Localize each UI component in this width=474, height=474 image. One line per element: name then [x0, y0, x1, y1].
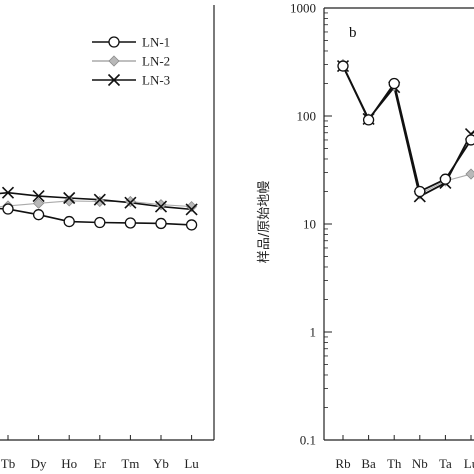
legend-swatch-marker-ln-3-stroke-b	[107, 73, 121, 87]
panel-a-point-ln-1	[32, 209, 45, 221]
panel-a-point-ln-2	[33, 197, 45, 209]
legend-label-ln-3: LN-3	[142, 73, 170, 88]
legend-swatch-marker-ln-2	[108, 55, 120, 67]
panel-b-series-line-ln-3	[342, 65, 474, 198]
panel-b-y-tick-label: 10	[303, 217, 316, 232]
panel-a-point-ln-2	[124, 195, 136, 208]
panel-b-x-tick-label: Ta	[439, 456, 452, 471]
panel-a-point-ln-2	[94, 195, 106, 208]
panel-a-x-tick-label: Dy	[31, 456, 47, 471]
panel-b-point-ln-1	[439, 173, 452, 185]
panel-b-x-tick-label: Th	[387, 456, 402, 471]
panel-b-y-tick-label: 1	[310, 325, 317, 340]
panel-a-point-ln-3	[185, 203, 198, 216]
panel-a-point-ln-3-stroke-b	[63, 191, 76, 205]
panel-a-x-tick-label: Er	[94, 456, 107, 471]
panel-b-y-tick-label: 100	[297, 109, 317, 124]
panel-b-y-tick-label: 1000	[290, 1, 316, 16]
panel-b-x-tick-label: Nb	[412, 456, 428, 471]
panel-b-point-ln-1	[337, 60, 349, 72]
panel-a-x-tick-label: Yb	[153, 456, 169, 471]
panel-a-point-ln-2	[63, 195, 75, 207]
panel-a-x-tick-label: Ho	[61, 456, 77, 471]
panel-b-series-line-ln-1	[342, 65, 474, 193]
panel-a-point-ln-1	[94, 216, 106, 229]
panel-b-x-tick-label: Ba	[361, 456, 376, 471]
panel-b-point-ln-1	[388, 77, 400, 90]
legend-label-ln-1: LN-1	[142, 35, 170, 50]
legend-swatch-marker-ln-1	[108, 36, 120, 48]
panel-a-point-ln-3	[93, 193, 106, 206]
panel-a-point-ln-1	[155, 217, 167, 230]
panel-a: Tb Dy Ho Er Tm Yb Lu LN-1 LN-2 LN-3	[0, 5, 215, 471]
panel-a-x-tick-label: Lu	[184, 456, 199, 471]
legend-swatch-marker-ln-3	[107, 73, 121, 87]
panel-a-point-ln-3	[63, 191, 76, 205]
legend: LN-1 LN-2 LN-3	[92, 35, 170, 88]
panel-b-x-tick-label: Rb	[335, 456, 350, 471]
panel-letter-b: b	[349, 25, 357, 41]
panel-b-point-ln-1	[362, 114, 375, 126]
panel-a-point-ln-3-stroke-b	[1, 186, 15, 199]
panel-a-point-ln-1	[124, 217, 137, 229]
panel-a-point-ln-2	[155, 199, 167, 211]
panel-a-point-ln-3	[1, 186, 15, 199]
panel-b: 1000 100 10 1 0.1 样品/原始地幔 b Rb Ba Th Nb Ta Lu	[257, 1, 474, 471]
panel-a-point-ln-1	[63, 215, 75, 228]
panel-b-y-tick-label: 0.1	[300, 433, 316, 448]
panel-a-point-ln-3-stroke-b	[185, 203, 198, 216]
panel-a-point-ln-1	[2, 203, 14, 215]
panel-a-point-ln-1	[185, 219, 198, 231]
legend-label-ln-2: LN-2	[142, 54, 170, 69]
panel-b-point-ln-1	[465, 134, 474, 146]
panel-a-point-ln-3-stroke-b	[93, 193, 106, 206]
panel-b-point-ln-2	[465, 168, 474, 180]
panel-a-point-ln-3	[124, 196, 137, 209]
panel-b-point-ln-1	[414, 185, 426, 198]
panel-a-point-ln-3-stroke-b	[124, 196, 137, 209]
panel-b-series-line-ln-2	[342, 64, 474, 195]
panel-a-x-tick-label: Tb	[1, 456, 15, 471]
panel-a-series-line-ln-3	[0, 191, 192, 211]
y-axis-label: 样品/原始地幔	[257, 181, 272, 263]
panel-a-x-tick-label: Tm	[121, 456, 139, 471]
panel-b-x-tick-label: Lu	[464, 456, 474, 471]
panel-a-point-ln-3-stroke-b	[154, 200, 168, 213]
panel-a-point-ln-3-stroke-b	[32, 190, 45, 203]
panel-a-point-ln-3	[154, 200, 168, 213]
panel-a-point-ln-3	[32, 190, 45, 203]
